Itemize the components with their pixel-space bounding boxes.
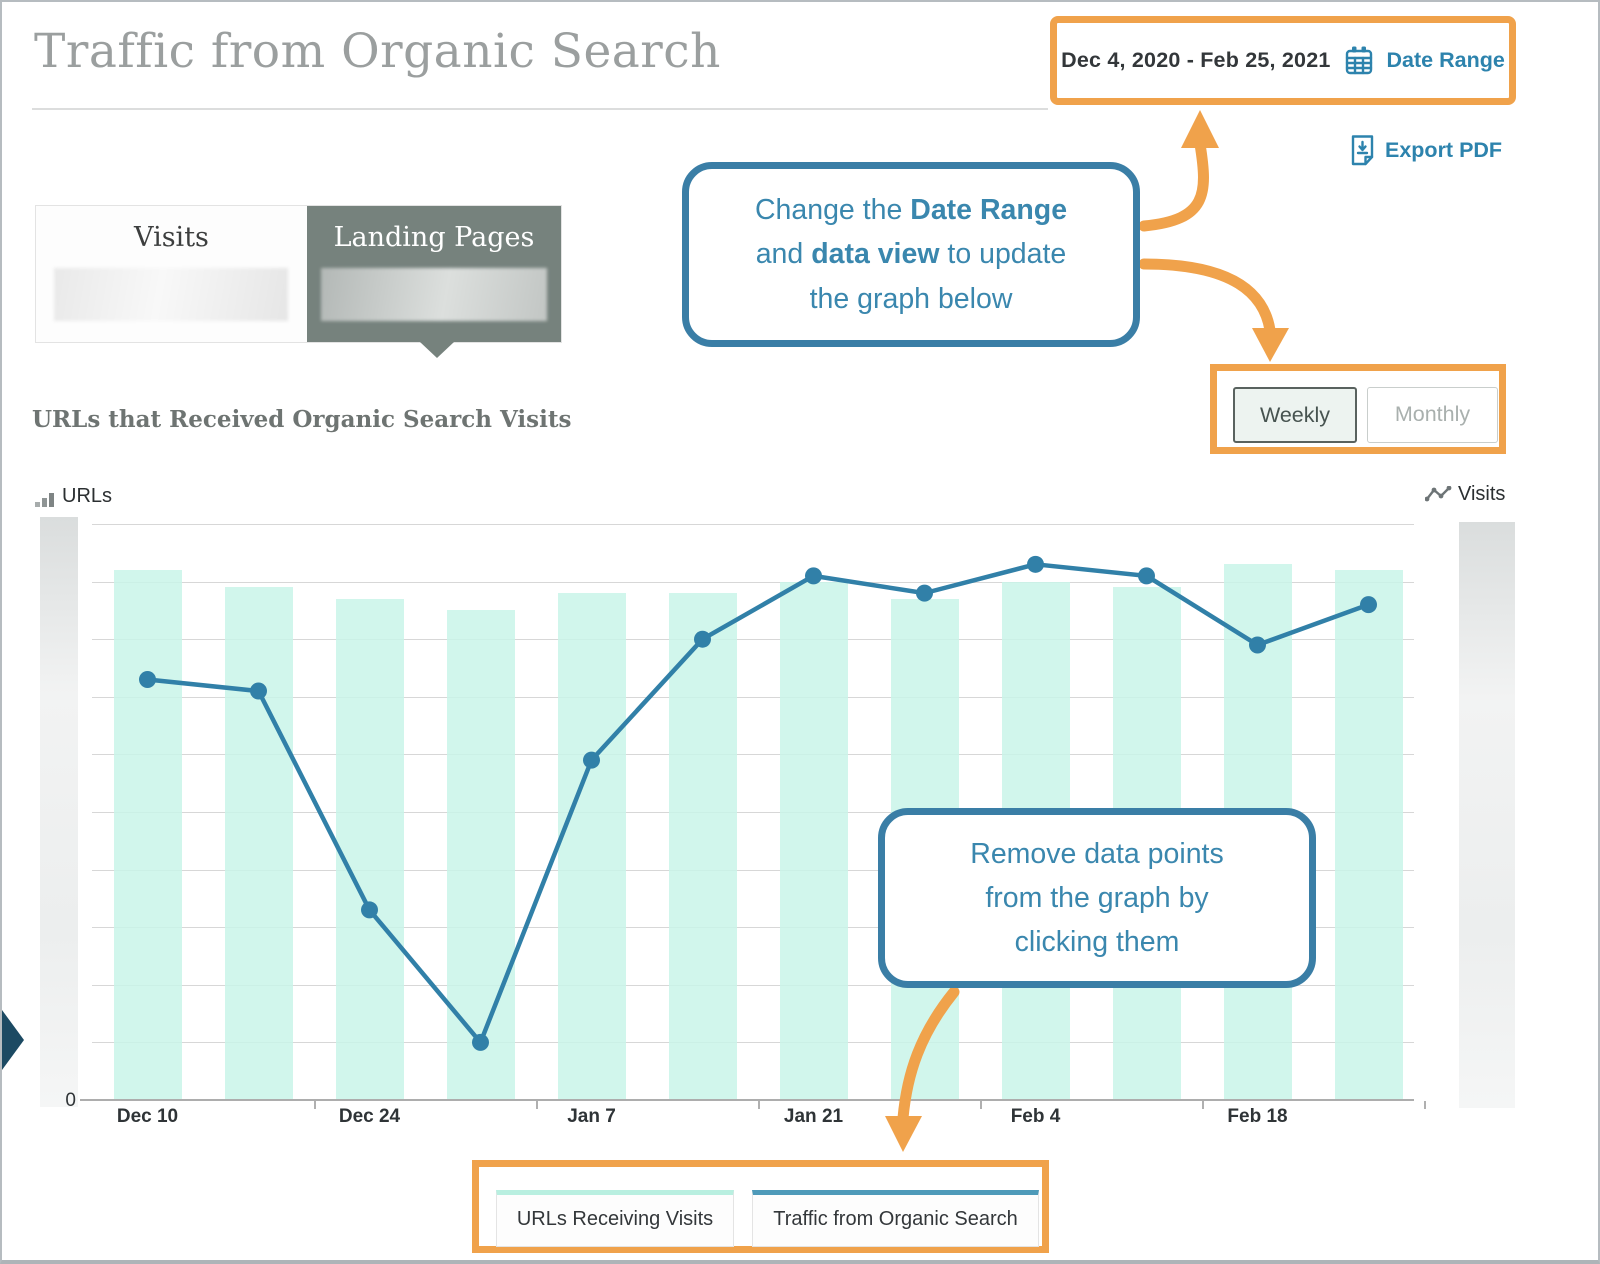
data-point-dec-10[interactable] bbox=[139, 671, 156, 689]
annotation-change-date-range: Change the Date Range and data view to u… bbox=[682, 162, 1140, 347]
data-point-dec-24[interactable] bbox=[361, 901, 378, 919]
x-axis-label: Dec 24 bbox=[338, 1106, 401, 1127]
data-point-dec-17[interactable] bbox=[250, 682, 267, 700]
bar-dec-10[interactable] bbox=[113, 570, 182, 1100]
right-axis-label: Visits bbox=[1425, 483, 1505, 506]
legend-item-urls[interactable]: URLs Receiving Visits bbox=[496, 1190, 734, 1247]
x-axis-tick bbox=[758, 1101, 760, 1109]
data-point-feb-11[interactable] bbox=[1138, 567, 1155, 585]
export-pdf-button[interactable]: Export PDF bbox=[1350, 135, 1502, 166]
visits-blurred-value bbox=[54, 268, 289, 321]
arrow-to-interval-toggle bbox=[1138, 258, 1276, 336]
calendar-icon[interactable] bbox=[1344, 45, 1374, 76]
left-axis-values-blurred bbox=[40, 517, 78, 1107]
x-axis-tick bbox=[536, 1101, 538, 1109]
gridline bbox=[92, 524, 1414, 525]
legend-item-traffic[interactable]: Traffic from Organic Search bbox=[752, 1190, 1039, 1247]
data-point-jan-21[interactable] bbox=[805, 567, 822, 585]
right-axis-values-blurred bbox=[1459, 522, 1515, 1108]
x-axis-label: Feb 18 bbox=[1227, 1106, 1288, 1127]
x-axis-label: Jan 21 bbox=[783, 1106, 844, 1127]
bar-dec-24[interactable] bbox=[335, 598, 404, 1100]
export-pdf-icon bbox=[1351, 135, 1374, 166]
line-chart-icon bbox=[1425, 486, 1452, 502]
bar-dec-17[interactable] bbox=[224, 587, 293, 1100]
data-point-jan-7[interactable] bbox=[583, 751, 600, 769]
monthly-button[interactable]: Monthly bbox=[1367, 387, 1498, 443]
y-axis-zero-label: 0 bbox=[65, 1090, 76, 1111]
left-axis-label-text: URLs bbox=[62, 485, 113, 507]
export-pdf-label: Export PDF bbox=[1385, 138, 1503, 162]
data-point-jan-28[interactable] bbox=[916, 584, 933, 602]
tab-landing-pages[interactable]: Landing Pages bbox=[306, 206, 561, 342]
date-range-link[interactable]: Date Range bbox=[1386, 48, 1505, 72]
tab-visits-label: Visits bbox=[134, 222, 209, 253]
gridline bbox=[92, 581, 1414, 583]
chart-legend: URLs Receiving Visits Traffic from Organ… bbox=[472, 1160, 1049, 1253]
date-range-value: Dec 4, 2020 - Feb 25, 2021 bbox=[1061, 48, 1331, 72]
section-heading: URLs that Received Organic Search Visits bbox=[32, 406, 572, 433]
page-title: Traffic from Organic Search bbox=[34, 24, 721, 79]
interval-toggle-group: Weekly Monthly bbox=[1210, 364, 1506, 454]
data-point-feb-18[interactable] bbox=[1249, 636, 1266, 654]
bar-dec-31[interactable] bbox=[446, 610, 515, 1100]
landing-pages-blurred-value bbox=[320, 268, 547, 321]
data-view-tabs: Visits Landing Pages bbox=[35, 205, 562, 343]
weekly-button[interactable]: Weekly bbox=[1233, 387, 1357, 443]
annotation-remove-data-points: Remove data points from the graph by cli… bbox=[878, 808, 1316, 988]
panel-expand-arrow[interactable] bbox=[2, 1010, 24, 1070]
left-axis-label: URLs bbox=[35, 485, 112, 508]
bar-chart-icon bbox=[35, 493, 54, 507]
x-axis-tick bbox=[1202, 1101, 1204, 1109]
x-axis-tick bbox=[980, 1101, 982, 1109]
bar-jan-7[interactable] bbox=[557, 593, 626, 1100]
title-divider bbox=[32, 108, 1048, 110]
data-point-jan-14[interactable] bbox=[694, 630, 711, 648]
bar-jan-21[interactable] bbox=[779, 581, 848, 1100]
x-axis-label: Dec 10 bbox=[116, 1106, 179, 1127]
x-axis-tick bbox=[1424, 1101, 1426, 1109]
bar-jan-14[interactable] bbox=[668, 593, 737, 1100]
arrow-to-date-range bbox=[1138, 138, 1209, 232]
tab-landing-pages-label: Landing Pages bbox=[333, 222, 535, 253]
bar-feb-25[interactable] bbox=[1334, 570, 1403, 1100]
data-point-feb-25[interactable] bbox=[1360, 596, 1377, 614]
data-point-dec-31[interactable] bbox=[472, 1033, 489, 1051]
active-tab-pointer bbox=[420, 342, 454, 358]
x-axis-line bbox=[80, 1099, 1414, 1101]
tab-visits[interactable]: Visits bbox=[36, 206, 307, 342]
x-axis-label: Jan 7 bbox=[567, 1106, 616, 1127]
x-axis-label: Feb 4 bbox=[1010, 1106, 1061, 1127]
date-range-control[interactable]: Dec 4, 2020 - Feb 25, 2021 Date Range bbox=[1050, 16, 1516, 105]
right-axis-label-text: Visits bbox=[1458, 483, 1506, 505]
x-axis-tick bbox=[314, 1101, 316, 1109]
data-point-feb-4[interactable] bbox=[1027, 555, 1044, 573]
